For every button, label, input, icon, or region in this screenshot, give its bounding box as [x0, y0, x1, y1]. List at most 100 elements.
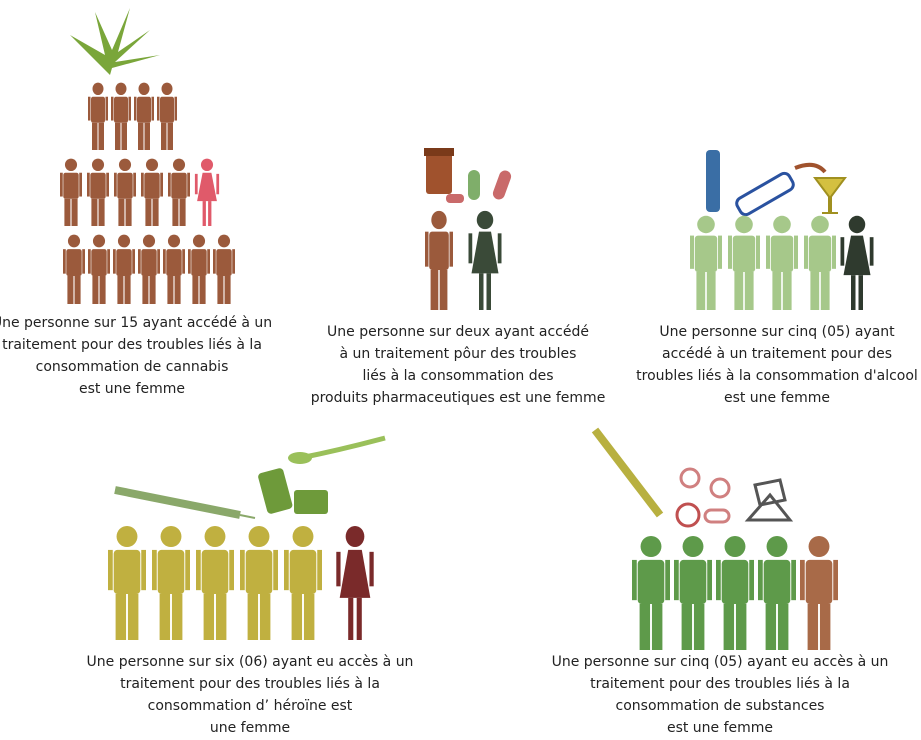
torso — [91, 97, 105, 123]
torso — [171, 173, 186, 199]
torso — [166, 249, 181, 276]
leg — [92, 123, 98, 150]
caption-line: est une femme — [724, 390, 830, 406]
cannabis-leaf — [70, 8, 160, 75]
head — [735, 216, 753, 233]
leg — [192, 276, 198, 304]
arm — [800, 560, 805, 600]
leg — [736, 604, 746, 650]
arm — [213, 249, 216, 273]
leg — [126, 199, 132, 226]
arm — [82, 249, 85, 273]
head — [809, 536, 830, 557]
arm — [133, 173, 136, 197]
leg — [118, 199, 124, 226]
arm — [716, 560, 721, 600]
leg — [808, 604, 818, 650]
arm — [207, 249, 210, 273]
dress — [472, 232, 499, 274]
leg — [440, 270, 448, 310]
head — [65, 159, 77, 171]
head — [218, 235, 230, 248]
caption-line: troubles liés à la consommation d'alcool — [636, 368, 918, 384]
head — [293, 526, 314, 547]
man-figure — [88, 83, 108, 150]
man-figure — [168, 159, 190, 226]
caption-line: Une personne sur cinq (05) ayant — [659, 324, 895, 340]
arm — [141, 173, 144, 197]
pills-icon — [424, 148, 513, 203]
arm — [196, 550, 201, 590]
arm — [674, 560, 679, 600]
man-figure — [632, 536, 670, 650]
arm — [498, 233, 502, 263]
leg — [116, 594, 126, 640]
arm — [175, 97, 178, 121]
arm — [794, 236, 798, 269]
man-figure — [141, 159, 163, 226]
arm — [63, 249, 66, 273]
leg — [138, 123, 144, 150]
leg — [125, 276, 131, 304]
heroin-icon — [115, 438, 385, 518]
head — [811, 216, 829, 233]
arm — [833, 560, 838, 600]
man-figure — [716, 536, 754, 650]
head — [697, 216, 715, 233]
caption-line: Une personne sur cinq (05) ayant eu accè… — [552, 654, 889, 670]
arm — [870, 237, 874, 265]
arm — [766, 236, 770, 269]
caption-line: une femme — [210, 720, 290, 736]
arm — [160, 173, 163, 197]
arm — [832, 236, 836, 269]
man-figure — [674, 536, 712, 650]
head — [139, 83, 150, 95]
alcohol-icon — [706, 150, 845, 217]
leg — [175, 276, 181, 304]
leg — [160, 594, 170, 640]
leg — [783, 272, 792, 310]
caption-line: traitement pour des troubles liés à la — [590, 676, 850, 692]
caption-line: Une personne sur six (06) ayant eu accès… — [87, 654, 414, 670]
man-figure — [138, 235, 160, 304]
woman-figure — [336, 526, 373, 640]
arm — [284, 550, 289, 590]
torso — [158, 550, 185, 594]
head — [767, 536, 788, 557]
arm — [632, 560, 637, 600]
leg — [859, 275, 864, 310]
torso — [216, 249, 231, 276]
leg — [200, 276, 206, 304]
man-figure — [111, 83, 131, 150]
arm — [134, 97, 137, 121]
torso — [91, 249, 106, 276]
page: Une personne sur 15 ayant accédé à untra… — [0, 0, 921, 740]
torso — [114, 550, 141, 594]
leg — [145, 123, 151, 150]
man-figure — [114, 159, 136, 226]
arm — [129, 97, 132, 121]
arm — [690, 236, 694, 269]
arm — [141, 550, 146, 590]
head — [146, 159, 158, 171]
arm — [369, 552, 373, 587]
torso — [722, 560, 749, 604]
torso — [66, 249, 81, 276]
caption-line: traitement pour des troubles liés à la — [2, 337, 262, 353]
leg — [217, 276, 223, 304]
leg — [115, 123, 121, 150]
leg — [357, 598, 362, 640]
head — [173, 159, 185, 171]
torso — [191, 249, 206, 276]
arm — [450, 232, 454, 267]
head — [477, 211, 494, 229]
arm — [185, 550, 190, 590]
leg — [745, 272, 754, 310]
man-figure — [157, 83, 177, 150]
leg — [734, 272, 743, 310]
leg — [99, 123, 105, 150]
leg — [150, 276, 156, 304]
arm — [188, 249, 191, 273]
leg — [216, 594, 226, 640]
arm — [791, 560, 796, 600]
